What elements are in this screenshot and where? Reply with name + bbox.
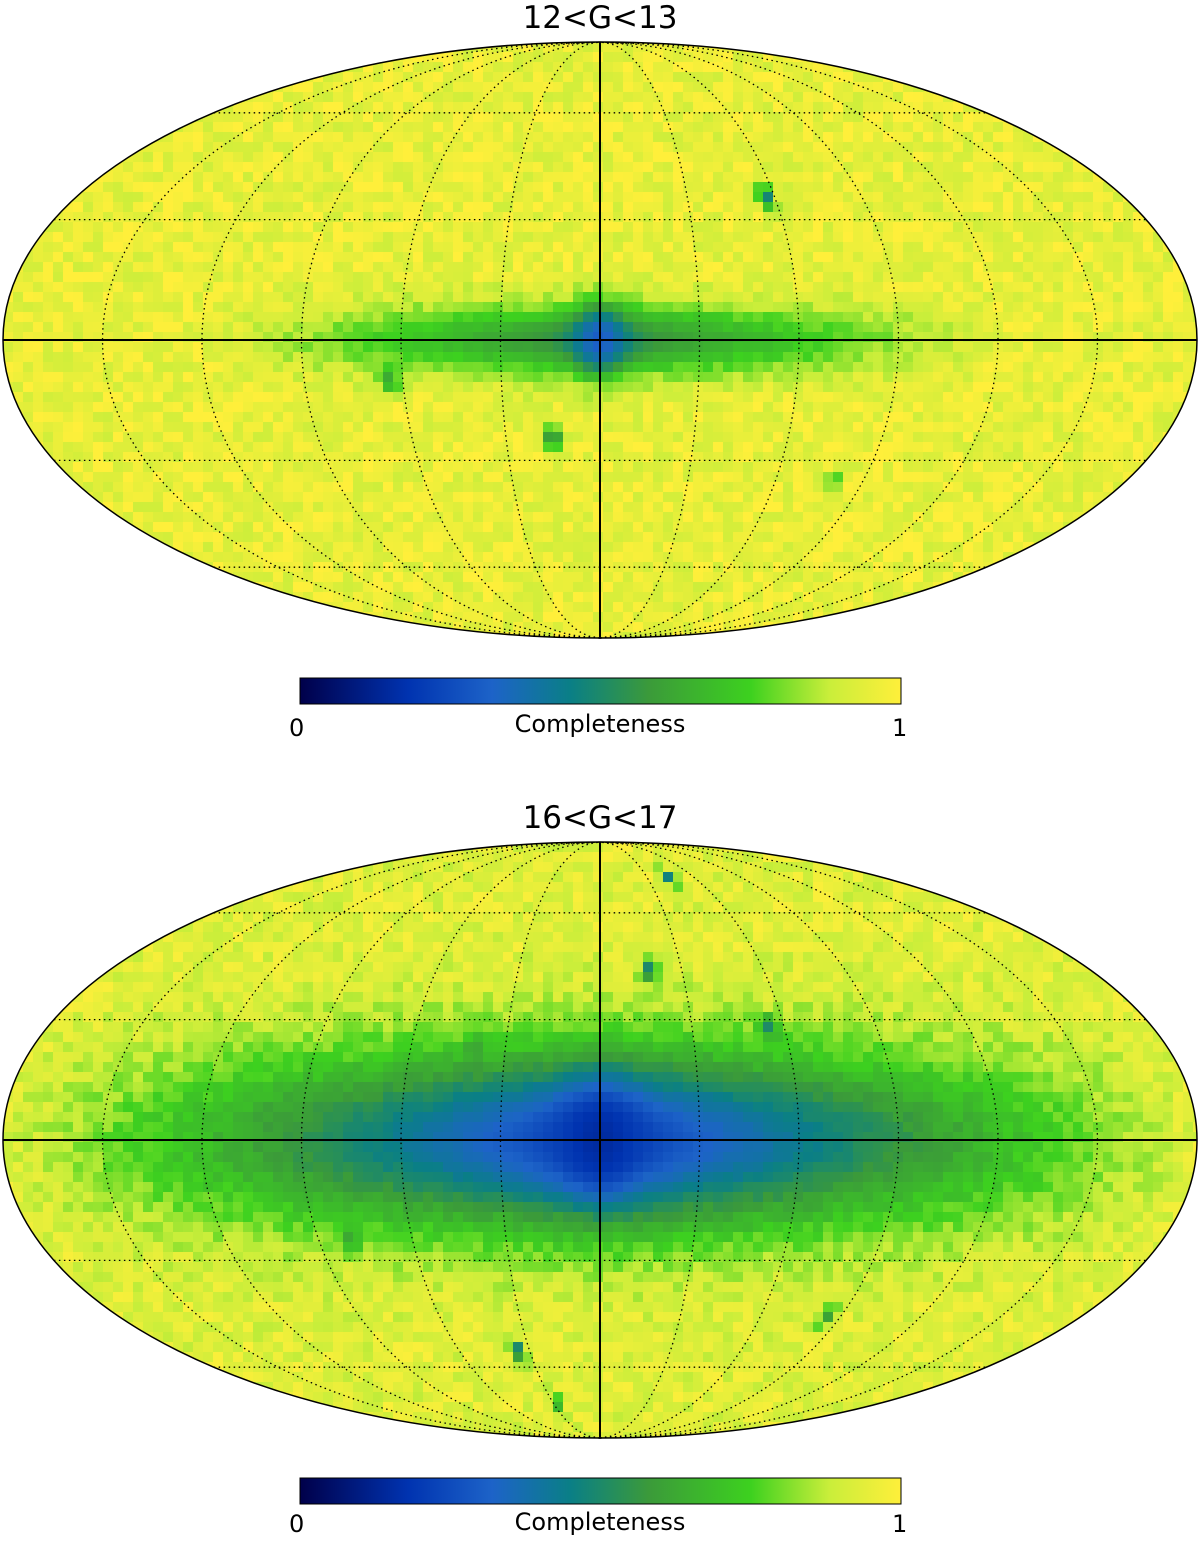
- colorbar: [299, 677, 902, 705]
- meridian-line: [599, 841, 999, 1439]
- map-outline: [2, 41, 1198, 639]
- colorbar-label: Completeness: [514, 1508, 686, 1536]
- meridian-line: [201, 841, 601, 1439]
- meridian-line: [300, 841, 601, 1439]
- colorbar-gradient: [299, 1477, 902, 1505]
- sky-map: [2, 41, 1198, 639]
- sky-map: [2, 841, 1198, 1439]
- meridian-line: [300, 41, 601, 639]
- meridian-line: [599, 841, 900, 1439]
- meridian-line: [599, 41, 900, 639]
- meridian-line: [499, 41, 601, 639]
- meridian-line: [499, 841, 601, 1439]
- colorbar: [299, 1477, 902, 1505]
- colorbar-label: Completeness: [514, 710, 686, 738]
- meridian-line: [400, 841, 601, 1439]
- colorbar-max-label: 1: [892, 714, 908, 742]
- colorbar-max-label: 1: [892, 1510, 908, 1538]
- panel-title: 12<G<13: [522, 0, 678, 36]
- map-outline: [2, 841, 1198, 1439]
- colorbar-gradient: [299, 677, 902, 705]
- meridian-line: [599, 41, 999, 639]
- panel-title: 16<G<17: [522, 800, 678, 836]
- colorbar-min-label: 0: [289, 714, 305, 742]
- meridian-line: [400, 41, 601, 639]
- colorbar-min-label: 0: [289, 1510, 305, 1538]
- meridian-line: [201, 41, 601, 639]
